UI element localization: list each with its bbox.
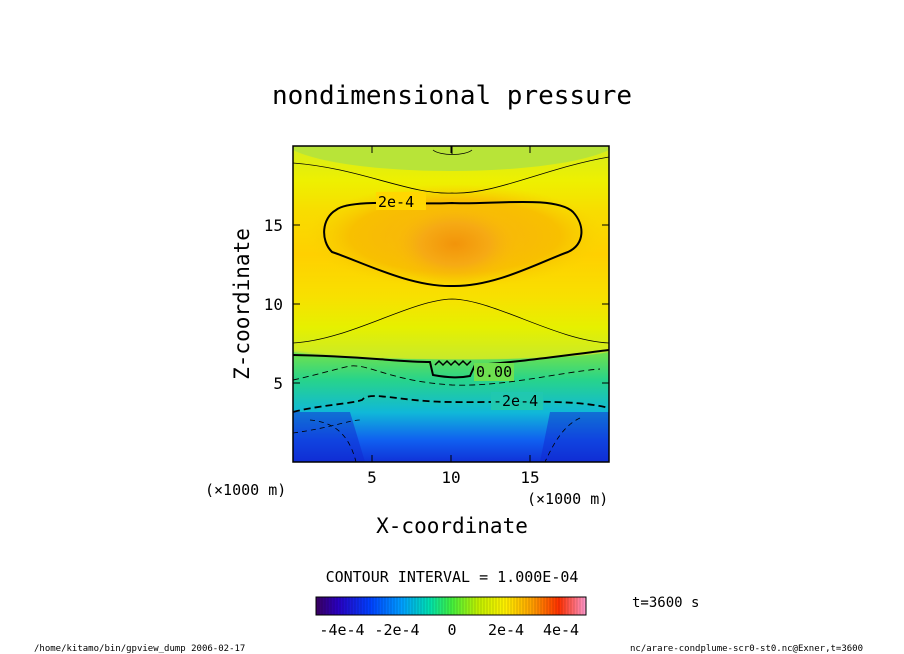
time-label: t=3600 s <box>632 595 699 611</box>
colorbar-tick-label: 4e-4 <box>543 621 579 639</box>
chart-title: nondimensional pressure <box>272 81 632 111</box>
contour-lines <box>293 146 609 462</box>
z-unit-label: (×1000 m) <box>205 481 286 499</box>
colorbar-tick-label: 0 <box>447 621 456 639</box>
contour-label-2e-4: 2e-4 <box>378 193 414 211</box>
x-tick-label: 15 <box>520 468 539 487</box>
contour-label-zero: 0.00 <box>476 363 512 381</box>
colorbar-tick-label: 2e-4 <box>488 621 524 639</box>
contour-interval-label: CONTOUR INTERVAL = 1.000E-04 <box>326 568 579 586</box>
footer-left: /home/kitamo/bin/gpview_dump 2006-02-17 <box>34 644 245 654</box>
x-tick-label: 5 <box>367 468 377 487</box>
contour-label-neg-2e-4: -2e-4 <box>493 392 538 410</box>
footer-right: nc/arare-condplume-scr0-st0.nc@Exner,t=3… <box>630 644 863 654</box>
y-axis-title: Z-coordinate <box>230 228 254 380</box>
x-tick-label: 10 <box>441 468 460 487</box>
colorbar-tick-label: -2e-4 <box>374 621 419 639</box>
colorbar-divisions <box>318 597 584 615</box>
y-tick-label: 10 <box>264 295 283 314</box>
x-axis-title: X-coordinate <box>376 514 528 538</box>
axis-ticks <box>293 146 609 462</box>
colorbar-tick-label: -4e-4 <box>319 621 364 639</box>
x-unit-label: (×1000 m) <box>527 490 608 508</box>
y-tick-label: 5 <box>273 374 283 393</box>
y-tick-label: 15 <box>264 216 283 235</box>
